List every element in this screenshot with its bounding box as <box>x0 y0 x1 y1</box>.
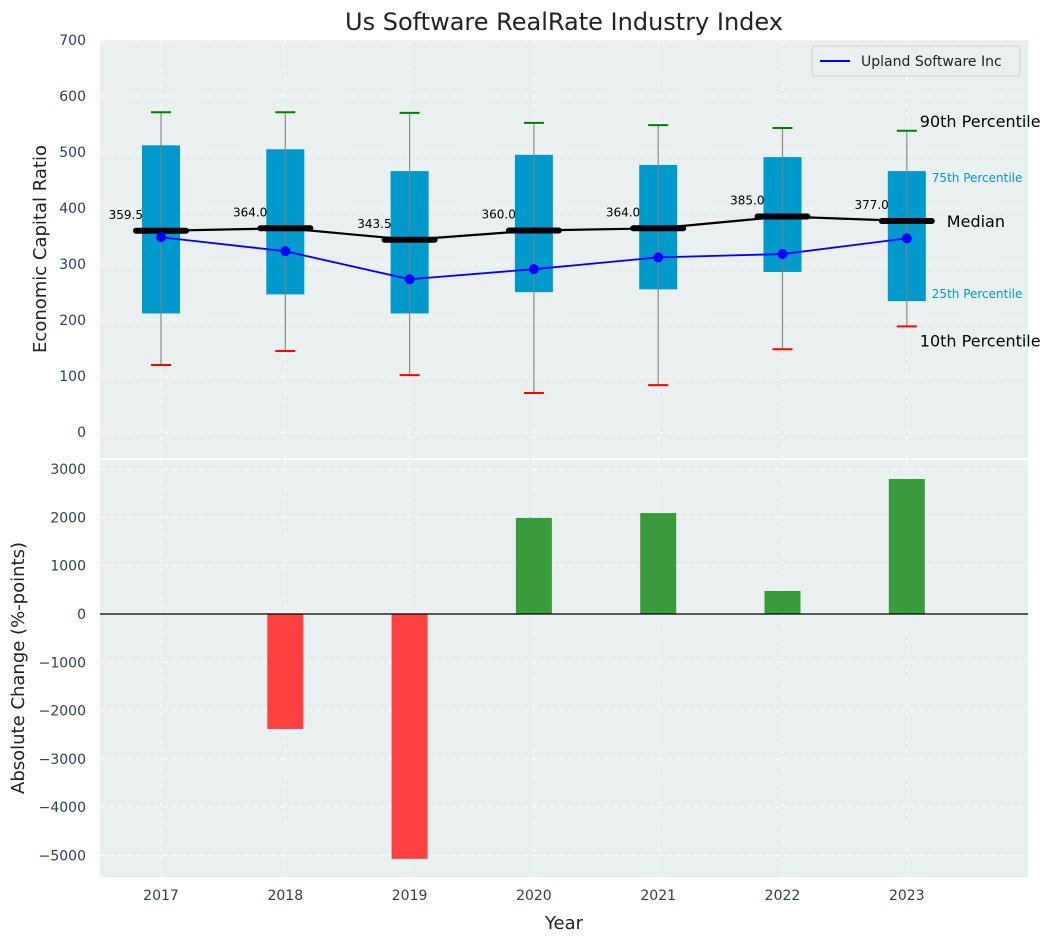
change-bar <box>640 513 677 614</box>
percentile-annotations: 90th Percentile 75th Percentile Median 25th… <box>920 112 1041 351</box>
y-tick-label: 400 <box>59 201 86 217</box>
y-tick-label: −4000 <box>39 800 86 816</box>
series-point <box>404 274 415 285</box>
median-line-group: 359.5 364.0 343.5 360.0 364.0 385.0 377.0 <box>109 194 935 243</box>
y-tick-label: 100 <box>59 369 86 385</box>
x-ticks: 2017 2018 2019 2020 2021 2022 2023 <box>143 888 924 904</box>
x-tick-label: 2020 <box>516 888 552 904</box>
y-tick-label: −5000 <box>39 849 86 865</box>
change-bar <box>888 478 925 614</box>
series-point <box>777 249 788 260</box>
median-value-label: 364.0 <box>233 205 267 219</box>
median-value-label: 360.0 <box>482 208 516 222</box>
change-bar <box>391 613 428 859</box>
y-tick-label: 2000 <box>50 510 86 526</box>
legend-box <box>811 45 1021 77</box>
legend-label: Upland Software Inc <box>861 54 1002 70</box>
series-point <box>901 233 912 244</box>
bottom-y-ticks: −5000 −4000 −3000 −2000 −1000 0 1000 2000 3000 <box>39 462 86 864</box>
top-panel: 0 100 200 300 400 500 600 700 359.5 364.0 343.5 36… <box>30 33 1041 458</box>
x-tick-label: 2018 <box>267 888 303 904</box>
bottom-panel: −5000 −4000 −3000 −2000 −1000 0 1000 2000 3000 2… <box>8 460 1028 934</box>
median-value-label: 385.0 <box>730 194 764 208</box>
median-value-label: 343.5 <box>357 217 391 231</box>
p25-annotation: 25th Percentile <box>932 287 1023 301</box>
change-bars <box>267 478 925 859</box>
median-annotation: Median <box>947 212 1005 231</box>
change-bar <box>764 590 801 614</box>
y-tick-label: −2000 <box>39 704 86 720</box>
y-tick-label: −3000 <box>39 752 86 768</box>
y-tick-label: 300 <box>59 257 86 273</box>
series-point <box>653 252 664 263</box>
p90-annotation: 90th Percentile <box>920 112 1041 131</box>
company-series <box>156 232 912 285</box>
top-y-axis-label: Economic Capital Ratio <box>30 145 51 353</box>
top-y-ticks: 0 100 200 300 400 500 600 700 <box>59 33 86 441</box>
top-plot-background <box>100 40 1028 458</box>
x-tick-label: 2021 <box>640 888 676 904</box>
x-tick-label: 2022 <box>765 888 801 904</box>
legend[interactable]: Upland Software Inc <box>811 45 1021 77</box>
x-tick-label: 2023 <box>889 888 925 904</box>
series-point <box>156 232 166 243</box>
p10-annotation: 10th Percentile <box>920 331 1041 350</box>
y-tick-label: 700 <box>59 33 86 49</box>
x-axis-label: Year <box>544 913 584 934</box>
change-bar <box>515 517 552 614</box>
y-tick-label: 0 <box>77 425 86 441</box>
series-point <box>280 246 291 257</box>
chart-title: Us Software RealRate Industry Index <box>345 8 783 36</box>
y-tick-label: 0 <box>77 607 86 623</box>
y-tick-label: 3000 <box>50 462 86 478</box>
change-bar <box>267 613 304 729</box>
bottom-y-axis-label: Absolute Change (%-points) <box>8 542 29 794</box>
x-tick-label: 2017 <box>143 888 179 904</box>
y-tick-label: 200 <box>59 313 86 329</box>
y-tick-label: 600 <box>59 89 86 105</box>
median-value-label: 377.0 <box>854 198 888 212</box>
p75-annotation: 75th Percentile <box>932 171 1023 185</box>
y-tick-label: −1000 <box>39 655 86 671</box>
median-value-label: 364.0 <box>606 205 640 219</box>
y-tick-label: 1000 <box>50 559 86 575</box>
x-tick-label: 2019 <box>392 888 428 904</box>
median-value-label: 359.5 <box>109 208 143 222</box>
series-point <box>528 264 539 275</box>
y-tick-label: 500 <box>59 145 86 161</box>
